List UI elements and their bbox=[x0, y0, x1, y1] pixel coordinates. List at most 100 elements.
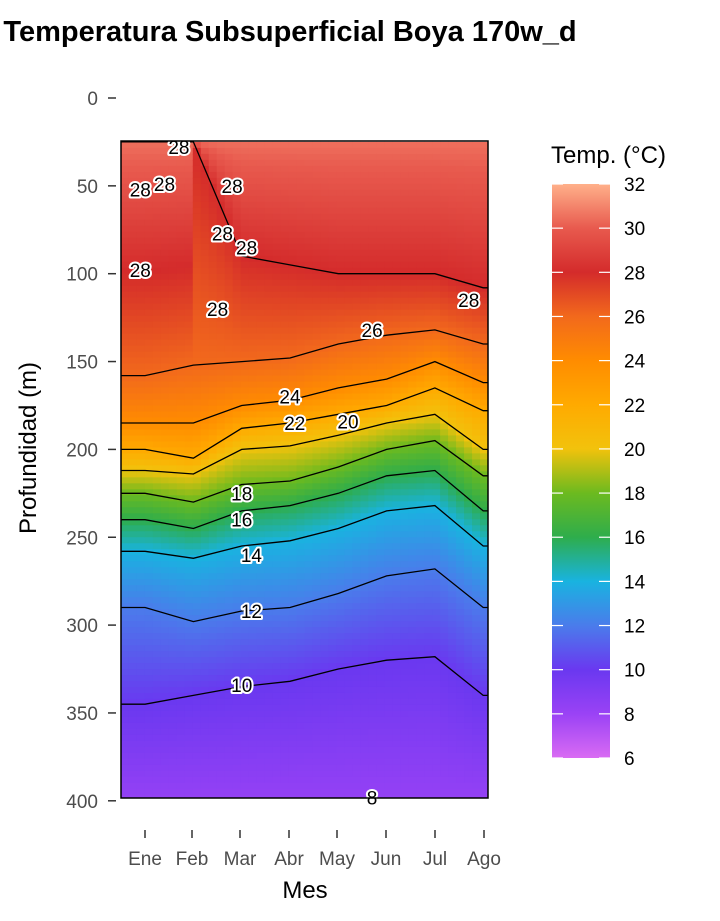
heat-cell bbox=[440, 633, 449, 640]
heat-cell bbox=[368, 501, 377, 508]
heat-cell bbox=[360, 177, 369, 185]
heat-cell bbox=[464, 303, 473, 311]
heat-cell bbox=[432, 507, 441, 514]
heat-cell bbox=[272, 267, 282, 275]
heat-cell bbox=[224, 333, 234, 341]
heat-cell bbox=[464, 567, 473, 574]
heat-cell bbox=[416, 633, 425, 640]
heat-cell bbox=[288, 393, 298, 401]
heat-cell bbox=[328, 447, 338, 454]
heat-cell bbox=[336, 728, 345, 736]
heat-cell bbox=[240, 183, 250, 191]
heat-cell bbox=[144, 669, 154, 676]
heat-cell bbox=[424, 615, 433, 622]
heat-cell bbox=[424, 243, 433, 251]
heat-cell bbox=[424, 231, 433, 239]
heat-cell bbox=[344, 752, 353, 760]
heat-cell bbox=[448, 375, 457, 383]
heat-cell bbox=[328, 573, 338, 580]
heat-cell bbox=[121, 788, 130, 796]
heat-cell bbox=[224, 465, 234, 472]
heat-cell bbox=[448, 651, 457, 658]
heat-cell bbox=[424, 219, 433, 227]
heat-cell bbox=[168, 519, 178, 526]
heat-cell bbox=[432, 369, 441, 377]
heat-cell bbox=[464, 603, 473, 610]
heat-cell bbox=[368, 303, 377, 311]
heat-cell bbox=[240, 369, 250, 377]
heat-cell bbox=[312, 141, 322, 149]
heat-cell bbox=[352, 291, 361, 299]
heat-cell bbox=[264, 633, 274, 640]
heat-cell bbox=[320, 213, 330, 221]
heat-cell bbox=[264, 621, 274, 628]
heat-cell bbox=[208, 728, 218, 736]
heat-cell bbox=[400, 237, 409, 245]
heat-cell bbox=[264, 716, 274, 724]
heat-cell bbox=[248, 716, 258, 724]
heat-cell bbox=[224, 573, 234, 580]
heat-cell bbox=[448, 698, 457, 706]
heat-cell bbox=[384, 285, 393, 293]
heat-cell bbox=[240, 722, 250, 730]
heat-cell bbox=[424, 573, 433, 580]
heat-cell bbox=[240, 327, 250, 335]
heat-cell bbox=[280, 692, 290, 700]
heat-cell bbox=[288, 507, 298, 514]
heat-cell bbox=[432, 267, 441, 275]
heat-cell bbox=[224, 243, 234, 251]
heat-cell bbox=[304, 567, 314, 574]
heat-cell bbox=[152, 513, 162, 520]
heat-cell bbox=[200, 327, 210, 335]
heat-cell bbox=[288, 776, 298, 784]
heat-cell bbox=[328, 435, 338, 443]
heat-cell bbox=[288, 788, 298, 796]
heat-cell bbox=[400, 776, 409, 784]
heat-cell bbox=[296, 387, 306, 395]
heat-cell bbox=[408, 633, 417, 640]
heat-cell bbox=[328, 681, 338, 688]
heat-cell bbox=[152, 495, 162, 502]
heat-cell bbox=[224, 321, 234, 329]
heat-cell bbox=[240, 225, 250, 233]
heat-cell bbox=[136, 603, 146, 610]
heat-cell bbox=[384, 770, 393, 778]
heat-cell bbox=[121, 722, 130, 730]
heat-cell bbox=[288, 399, 298, 407]
heat-cell bbox=[360, 603, 369, 610]
heat-cell bbox=[280, 399, 290, 407]
heat-cell bbox=[128, 453, 138, 460]
heat-cell bbox=[472, 303, 481, 311]
heat-cell bbox=[392, 321, 401, 329]
heat-cell bbox=[121, 351, 130, 359]
heat-cell bbox=[160, 615, 170, 622]
heat-cell bbox=[200, 423, 210, 431]
heat-cell bbox=[256, 321, 266, 329]
heat-cell bbox=[328, 722, 338, 730]
heat-cell bbox=[248, 669, 258, 676]
heat-cell bbox=[328, 165, 338, 173]
heat-cell bbox=[152, 255, 162, 263]
heat-cell bbox=[200, 249, 210, 257]
heat-cell bbox=[168, 543, 178, 550]
heat-cell bbox=[248, 381, 258, 389]
heat-cell bbox=[440, 567, 449, 574]
heat-cell bbox=[440, 489, 449, 496]
heat-cell bbox=[456, 303, 465, 311]
heat-cell bbox=[144, 405, 154, 413]
heat-cell bbox=[376, 159, 385, 167]
heat-cell bbox=[344, 764, 353, 772]
heat-cell bbox=[448, 686, 457, 694]
heat-cell bbox=[368, 543, 377, 550]
heat-cell bbox=[336, 255, 345, 263]
heat-cell bbox=[424, 309, 433, 317]
heat-cell bbox=[312, 363, 322, 371]
heat-cell bbox=[144, 752, 154, 760]
heat-cell bbox=[440, 393, 449, 401]
heat-cell bbox=[456, 147, 465, 155]
heat-cell bbox=[472, 669, 481, 676]
heat-cell bbox=[336, 411, 345, 419]
heat-cell bbox=[464, 369, 473, 377]
heat-cell bbox=[320, 255, 330, 263]
heat-cell bbox=[320, 291, 330, 299]
